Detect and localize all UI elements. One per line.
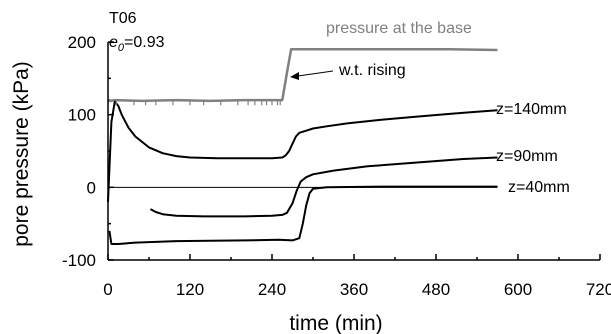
y-tick-label: -100 [62,251,96,270]
x-tick-label: 600 [504,280,532,299]
z40-label: z=40mm [508,179,570,196]
void-ratio-label: e0=0.93 [109,34,165,54]
y-axis-label: pore pressure (kPa) [10,61,33,247]
series-line-pressure-at-the-base [107,48,498,103]
x-tick-label: 360 [340,280,368,299]
x-tick-label: 480 [422,280,450,299]
x-tick-label: 720 [586,280,611,299]
y-tick-label: 0 [87,178,96,197]
x-tick-label: 240 [258,280,286,299]
series-line-z-90mm [149,156,498,218]
water-table-label: w.t. rising [338,62,406,79]
void-ratio-symbol: e [109,34,118,51]
y-tick-label: 200 [68,33,96,52]
tick-layer: 0 120 240 360 480 600 720 -100 0 100 200 [62,33,611,299]
base-pressure-label: pressure at the base [326,20,472,37]
x-tick-label: 120 [176,280,204,299]
z140-label: z=140mm [496,101,567,118]
y-tick-label: 100 [68,106,96,125]
void-ratio-subscript: 0 [118,42,125,54]
water-table-arrow-head [290,72,299,80]
series-layer [107,48,498,245]
z90-label: z=90mm [496,148,558,165]
x-tick-label: 0 [103,280,112,299]
series-line-z-140mm [107,100,498,202]
water-table-arrow-shaft [297,70,334,77]
x-axis-label: time (min) [289,312,382,334]
series-line-z-40mm [108,185,498,245]
void-ratio-value: =0.93 [124,34,165,51]
test-id-label: T06 [109,10,137,27]
